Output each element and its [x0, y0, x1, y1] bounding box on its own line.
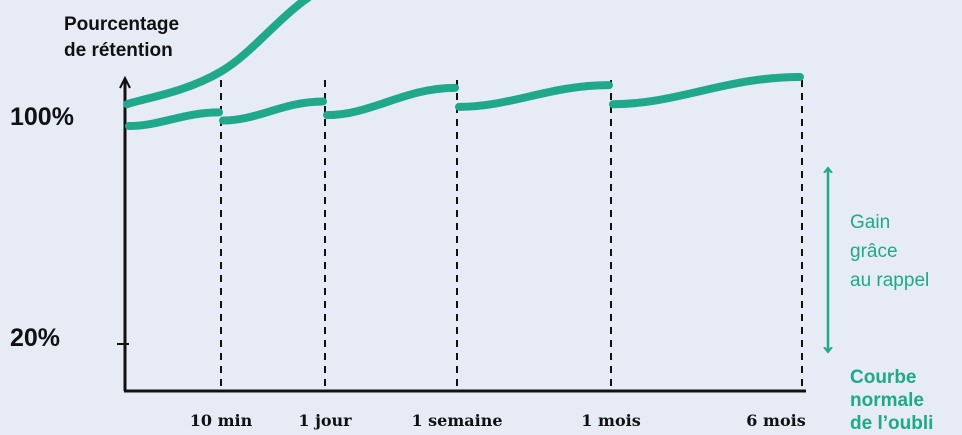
recall-curve-segment-1 [219, 97, 327, 125]
x-tick-label-1semaine: 1 semaine [411, 411, 503, 430]
x-tick-label-6mois: 6 mois [746, 411, 806, 430]
x-tick-label-1mois: 1 mois [581, 411, 641, 430]
x-tick-label-1jour: 1 jour [298, 411, 352, 430]
y-tick-label-20: 20% [10, 324, 61, 352]
y-axis-title: Pourcentage de rétention [64, 12, 179, 64]
gain-annotation: Gain grâce au rappel [850, 208, 929, 295]
normal-curve-annotation-line-1: Courbe [850, 367, 917, 388]
gain-annotation-line-3: au rappel [850, 270, 930, 291]
normal-forgetting-curve [123, 0, 312, 109]
y-axis-title-line-1: Pourcentage [64, 14, 180, 35]
recall-curve-segment-3 [455, 81, 613, 111]
normal-curve-annotation-line-2: normale [850, 390, 924, 411]
x-tick-label-10min: 10 min [189, 411, 253, 430]
y-axis-arrow [119, 75, 131, 89]
y-axis-title-line-2: de rétention [64, 40, 173, 61]
normal-curve-annotation-line-3: de l’oubli [850, 413, 934, 434]
vertical-gridlines [220, 80, 803, 391]
series-layer [123, 0, 804, 130]
gain-annotation-line-2: grâce [850, 241, 898, 262]
gain-annotation-line-1: Gain [850, 212, 891, 233]
normal-curve-annotation: Courbe normale de l’oubli [850, 366, 933, 435]
y-tick-label-100: 100% [10, 103, 74, 131]
recall-curve-segment-4 [609, 72, 804, 109]
recall-curve-segment-2 [323, 83, 459, 120]
recall-curve-segment-0 [125, 108, 223, 130]
